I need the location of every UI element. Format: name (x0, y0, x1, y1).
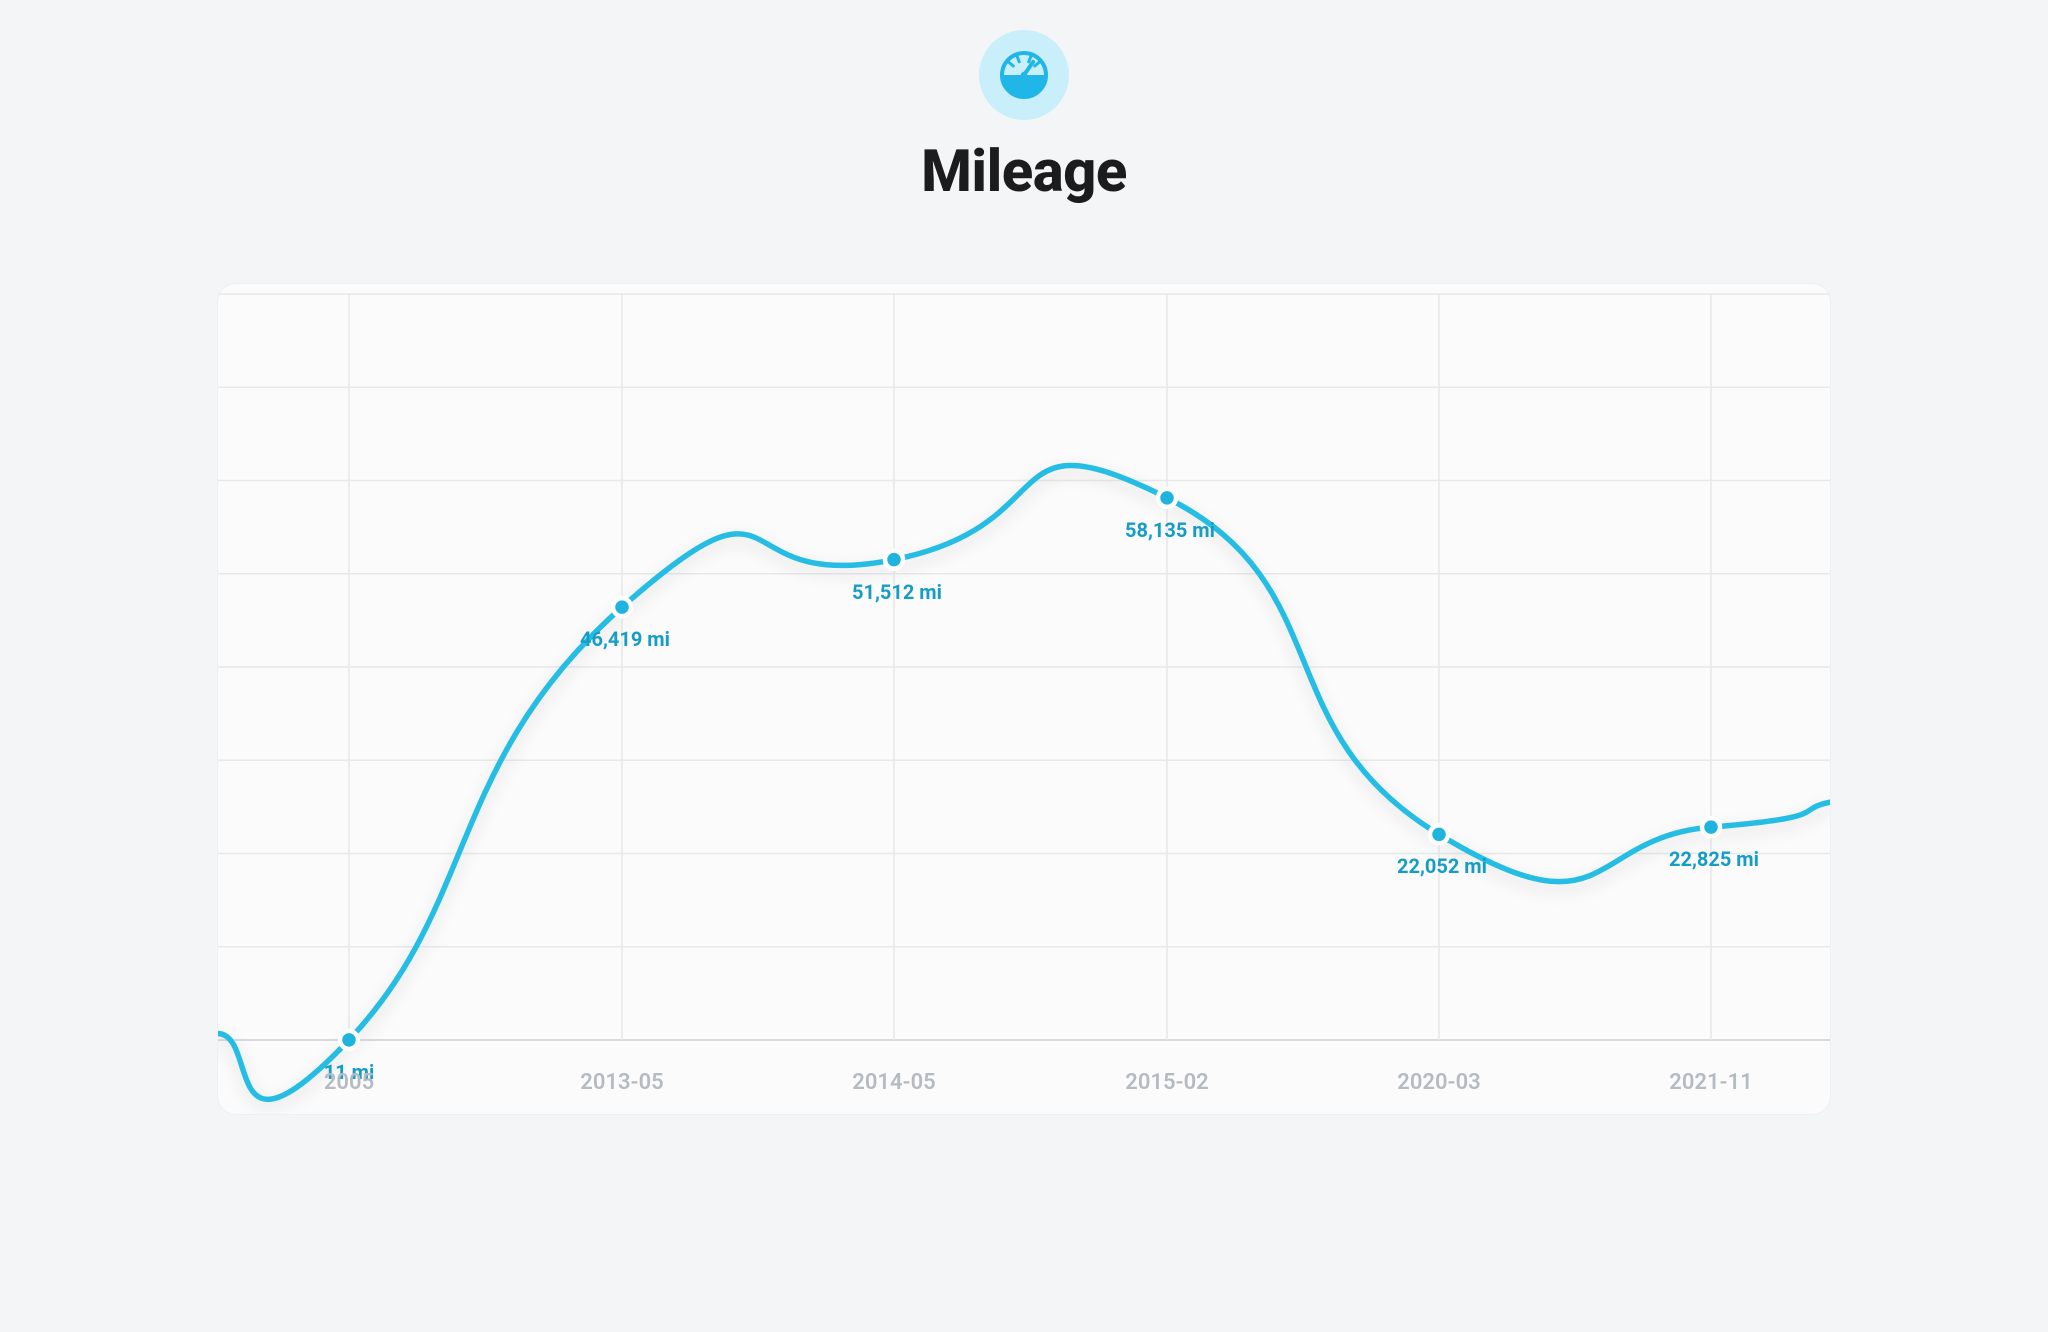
chart-canvas (218, 284, 1830, 1114)
header: Mileage (921, 30, 1127, 206)
chart-point-label: 58,135 mi (1125, 518, 1215, 542)
page: Mileage 11 mi46,419 mi51,512 mi58,135 mi… (0, 0, 2048, 1332)
chart-point[interactable] (1702, 818, 1720, 836)
chart-point-label: 51,512 mi (852, 580, 942, 604)
chart-point[interactable] (613, 598, 631, 616)
page-title: Mileage (921, 138, 1127, 206)
odometer-icon (979, 30, 1069, 120)
chart-point[interactable] (1430, 825, 1448, 843)
chart-point[interactable] (1158, 489, 1176, 507)
chart-x-label: 2020-03 (1397, 1070, 1480, 1095)
mileage-chart: 11 mi46,419 mi51,512 mi58,135 mi22,052 m… (218, 284, 1830, 1114)
chart-point[interactable] (885, 551, 903, 569)
chart-point-label: 22,825 mi (1669, 847, 1759, 871)
chart-point-label: 46,419 mi (580, 627, 670, 651)
chart-x-label: 2015-02 (1125, 1070, 1208, 1095)
chart-x-label: 2013-05 (580, 1070, 663, 1095)
chart-point[interactable] (340, 1031, 358, 1049)
chart-point-label: 22,052 mi (1397, 854, 1487, 878)
chart-x-label: 2005 (324, 1070, 374, 1095)
chart-x-label: 2014-05 (852, 1070, 935, 1095)
chart-x-label: 2021-11 (1669, 1070, 1752, 1095)
chart-line (218, 465, 1830, 1099)
